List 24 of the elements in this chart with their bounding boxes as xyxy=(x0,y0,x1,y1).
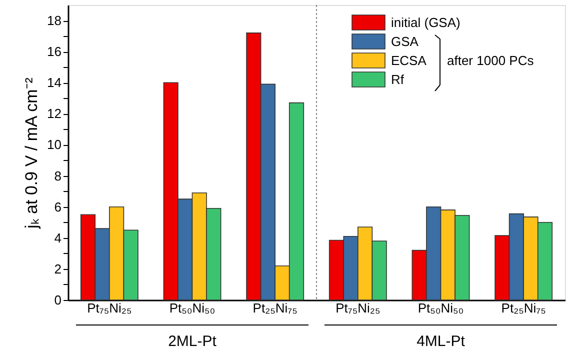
text: 4ML-Pt xyxy=(416,333,466,350)
y-tick-label: 16 xyxy=(47,44,62,60)
legend-label: Rf xyxy=(391,72,404,87)
y-tick-label: 12 xyxy=(47,106,62,122)
legend-label: ECSA xyxy=(391,53,427,68)
x-tick-label: Pt₅₀Ni₅₀ xyxy=(418,300,464,316)
annotation: after 1000 PCs xyxy=(447,53,534,68)
y-tick-label: 18 xyxy=(47,13,62,28)
x-tick-label: Pt₅₀Ni₅₀ xyxy=(169,300,216,316)
text: 2ML-Pt xyxy=(168,333,218,350)
y-tick-label: 8 xyxy=(54,168,62,184)
legend-label: GSA xyxy=(391,34,419,49)
y-tick-label: 14 xyxy=(47,75,62,90)
y-tick-label: 4 xyxy=(54,230,62,246)
x-tick-label: Pt₇₅Ni₂₅ xyxy=(336,300,380,316)
y-tick-label: 2 xyxy=(54,261,62,276)
legend-label: initial (GSA) xyxy=(391,15,460,30)
y-tick-label: 0 xyxy=(54,292,62,308)
x-tick-label: Pt₇₅Ni₂₅ xyxy=(87,300,132,316)
y-axis-title: jₖ at 0.9 V / mA cm⁻² xyxy=(22,77,42,230)
y-tick-label: 6 xyxy=(54,199,62,214)
y-tick-label: 10 xyxy=(47,137,62,152)
x-tick-label: Pt₂₅Ni₇₅ xyxy=(252,300,298,316)
x-tick-label: Pt₂₅Ni₇₅ xyxy=(501,300,546,316)
